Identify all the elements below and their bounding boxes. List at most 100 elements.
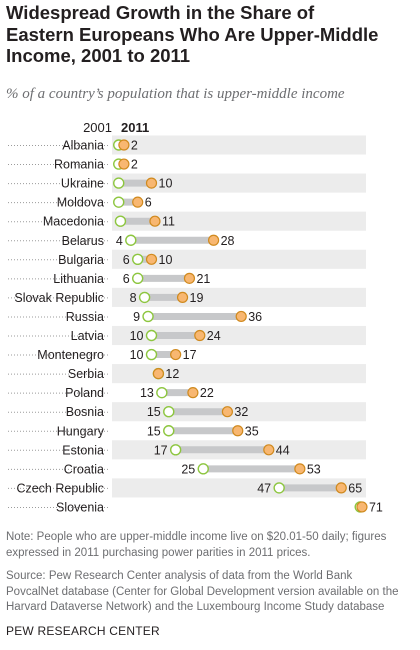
dot-2001-ukraine (113, 177, 125, 189)
value-label-2011-moldova: 6 (145, 196, 152, 210)
category-label-macedonia: Macedonia (43, 215, 104, 229)
dot-2011-russia (235, 310, 247, 323)
value-label-2001-belarus: 4 (116, 234, 123, 248)
category-label-slovenia: Slovenia (56, 500, 104, 514)
value-label-2011-bulgaria: 10 (159, 253, 173, 267)
dot-2011-croatia (294, 463, 306, 475)
dot-2001-czech-republic (273, 482, 285, 494)
value-label-2011-slovenia: 71 (369, 500, 383, 514)
dot-2001-montenegro (145, 348, 158, 361)
dot-2011-czech-republic (335, 482, 347, 494)
dot-2011-ukraine (145, 177, 158, 189)
value-label-2011-montenegro: 17 (183, 348, 197, 362)
category-label-hungary: Hungary (57, 424, 105, 438)
dot-2001-russia (142, 310, 154, 323)
dot-2011-serbia (152, 368, 164, 380)
category-label-bulgaria: Bulgaria (58, 253, 104, 267)
category-label-serbia: Serbia (68, 367, 104, 381)
dot-2001-estonia (169, 444, 182, 456)
value-label-2001-montenegro: 10 (130, 348, 144, 362)
value-label-2011-belarus: 28 (221, 234, 235, 248)
value-label-2011-latvia: 24 (207, 329, 221, 343)
category-label-ukraine: Ukraine (61, 177, 104, 191)
value-label-2001-hungary: 15 (147, 424, 161, 438)
dot-2011-albania (118, 139, 130, 151)
row-band-czech-republic (112, 478, 366, 498)
value-label-2001-bulgaria: 6 (123, 253, 130, 267)
value-label-2001-croatia: 25 (181, 462, 195, 476)
category-label-romania: Romania (54, 158, 104, 172)
value-label-2001-lithuania: 6 (123, 272, 130, 286)
value-label-2001-estonia: 17 (154, 443, 168, 457)
value-label-2011-albania: 2 (131, 139, 138, 153)
dot-2011-bosnia (221, 406, 233, 418)
row-band-serbia (112, 364, 366, 384)
row-band-albania (112, 135, 366, 155)
org-name: PEW RESEARCH CENTER (6, 624, 160, 638)
dot-2001-latvia (145, 329, 158, 342)
category-label-croatia: Croatia (64, 462, 104, 476)
chart-title: Widespread Growth in the Share of Easter… (6, 2, 379, 66)
dot-2001-moldova (113, 196, 125, 208)
category-label-albania: Albania (62, 139, 104, 153)
value-label-2011-macedonia: 11 (162, 215, 175, 229)
row-band-ukraine (112, 173, 366, 193)
dot-2011-montenegro (170, 348, 182, 361)
category-label-poland: Poland (65, 386, 104, 400)
legend-label-2011: 2011 (121, 120, 149, 135)
dot-2011-poland (187, 387, 199, 399)
dot-chart: 2001 2011 Albania 2 Romania 2 Ukraine 10 Moldo… (8, 120, 383, 514)
dot-2001-bosnia (163, 406, 175, 418)
dot-2011-hungary (232, 425, 244, 437)
dot-2001-bulgaria (131, 253, 144, 266)
value-label-2001-latvia: 10 (130, 329, 144, 343)
category-label-moldova: Moldova (57, 196, 104, 210)
row-band-slovak-republic (112, 287, 366, 307)
dot-2011-slovenia (356, 501, 368, 513)
legend-label-2001: 2001 (83, 120, 112, 135)
value-label-2011-czech-republic: 65 (348, 481, 362, 495)
value-label-2001-bosnia: 15 (147, 405, 161, 419)
dot-2001-croatia (197, 463, 209, 475)
chart-subtitle: % of a country’s population that is uppe… (6, 86, 345, 102)
row-band-bosnia (112, 402, 366, 422)
dot-2001-slovak-republic (138, 291, 151, 304)
row-band-macedonia (112, 211, 366, 231)
category-label-montenegro: Montenegro (37, 348, 104, 362)
category-label-estonia: Estonia (62, 443, 104, 457)
dot-2011-macedonia (149, 215, 161, 227)
category-label-latvia: Latvia (71, 329, 104, 343)
value-label-2001-russia: 9 (133, 310, 140, 324)
chart-rows: Albania 2 Romania 2 Ukraine 10 Moldova 6 Macedon… (8, 135, 383, 514)
chart-source: Source: Pew Research Center analysis of … (6, 570, 399, 613)
category-label-lithuania: Lithuania (53, 272, 104, 286)
dot-2011-bulgaria (145, 253, 158, 265)
value-label-2001-slovak-republic: 8 (130, 291, 137, 305)
dot-2011-romania (118, 158, 130, 170)
value-label-2001-poland: 13 (140, 386, 154, 400)
dot-2011-lithuania (183, 272, 196, 284)
value-label-2001-czech-republic: 47 (257, 481, 271, 495)
row-band-bulgaria (112, 249, 366, 269)
chart-note: Note: People who are upper-middle income… (6, 531, 387, 559)
dot-2001-lithuania (131, 272, 144, 285)
value-label-2011-slovak-republic: 19 (190, 291, 204, 305)
dot-2001-hungary (163, 425, 175, 437)
value-label-2011-bosnia: 32 (234, 405, 248, 419)
value-label-2011-russia: 36 (248, 310, 262, 324)
value-label-2011-hungary: 35 (245, 424, 259, 438)
value-label-2011-estonia: 44 (276, 443, 290, 457)
category-label-slovak-republic: Slovak Republic (14, 291, 104, 305)
dot-2011-belarus (208, 234, 220, 246)
value-label-2011-ukraine: 10 (159, 177, 173, 191)
dot-2001-macedonia (114, 215, 127, 227)
dot-2001-belarus (125, 234, 137, 246)
category-label-bosnia: Bosnia (66, 405, 104, 419)
value-label-2011-croatia: 53 (307, 462, 321, 476)
category-label-russia: Russia (66, 310, 104, 324)
value-label-2011-poland: 22 (200, 386, 214, 400)
value-label-2011-lithuania: 21 (196, 272, 210, 286)
value-label-2011-romania: 2 (131, 158, 138, 172)
dot-2011-latvia (194, 329, 206, 342)
dot-2011-moldova (132, 196, 144, 208)
